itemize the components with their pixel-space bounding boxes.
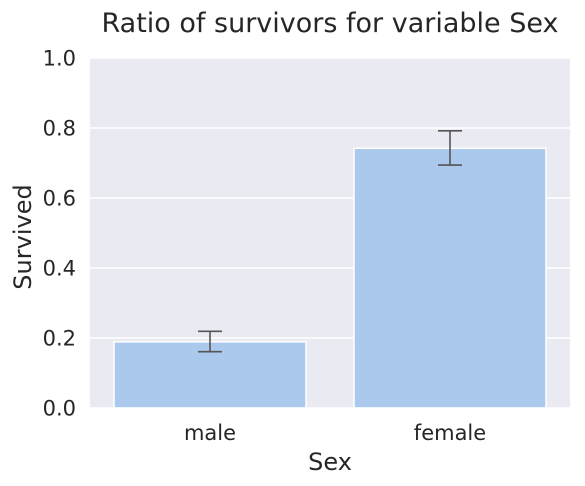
y-tick-label: 0.0 — [43, 397, 76, 421]
y-tick-label: 0.8 — [43, 117, 76, 141]
y-tick-label: 1.0 — [43, 47, 76, 71]
chart-title: Ratio of survivors for variable Sex — [102, 8, 559, 39]
y-axis-label: Survived — [9, 184, 37, 289]
x-axis-ticks: male female — [184, 421, 486, 445]
error-bars — [198, 130, 462, 353]
bars — [113, 147, 547, 409]
error-bar-male — [198, 330, 222, 353]
y-axis-ticks: 0.0 0.2 0.4 0.6 0.8 1.0 — [43, 47, 76, 421]
y-tick-label: 0.6 — [43, 187, 76, 211]
y-tick-label: 0.2 — [43, 327, 76, 351]
x-tick-label-male: male — [184, 421, 236, 445]
x-tick-label-female: female — [414, 421, 486, 445]
bar-female — [353, 147, 547, 409]
x-axis-label: Sex — [308, 448, 352, 476]
bar-male — [113, 341, 307, 409]
error-bar-female — [438, 130, 462, 166]
y-tick-label: 0.4 — [43, 257, 76, 281]
